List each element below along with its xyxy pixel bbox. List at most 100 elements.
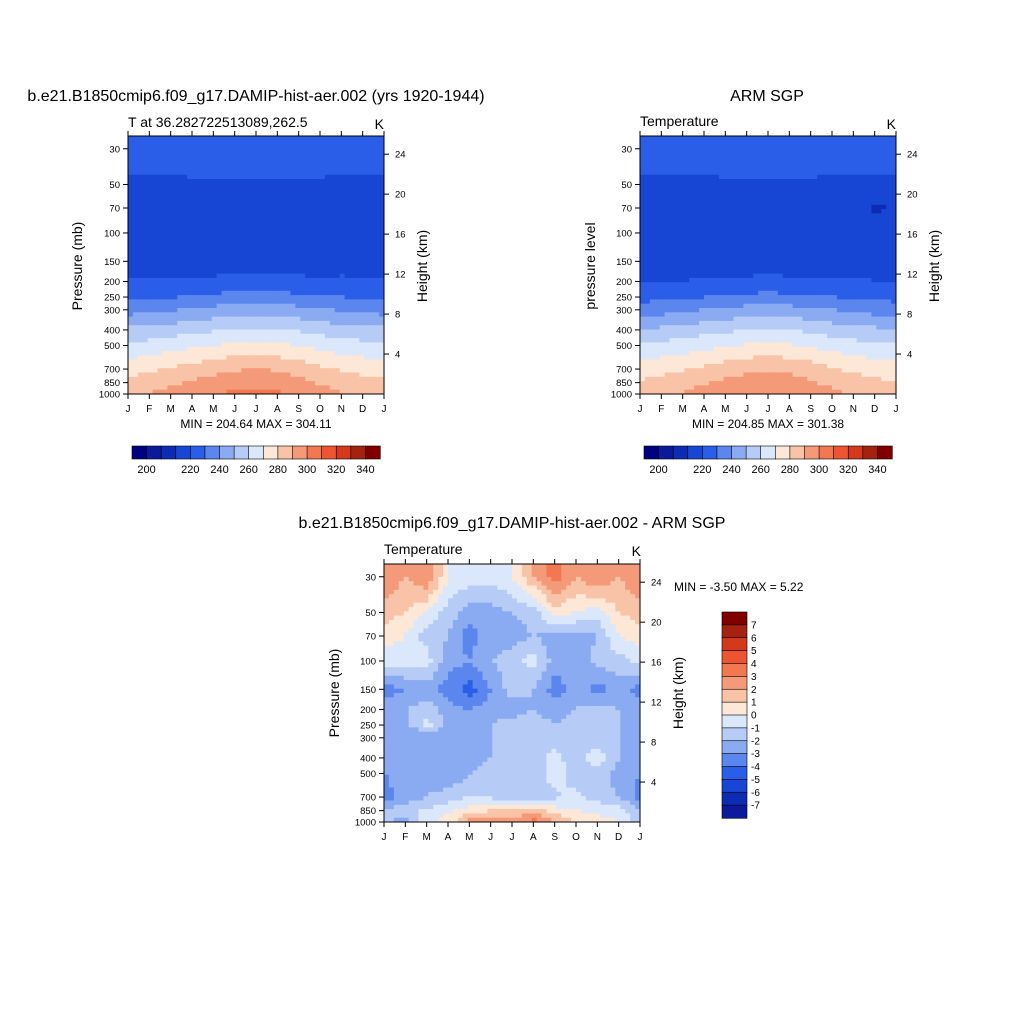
contour-cell bbox=[221, 295, 228, 300]
contour-cell bbox=[236, 153, 242, 159]
contour-cell bbox=[196, 325, 203, 331]
contour-cell bbox=[295, 209, 301, 214]
contour-cell bbox=[167, 381, 173, 386]
contour-cell bbox=[836, 183, 843, 189]
contour-cell bbox=[334, 239, 341, 245]
contour-cell bbox=[822, 273, 828, 279]
contour-cell bbox=[310, 256, 316, 262]
contour-cell bbox=[689, 217, 695, 223]
contour-cell bbox=[270, 376, 277, 382]
contour-cell bbox=[797, 222, 804, 227]
contour-cell bbox=[836, 187, 843, 193]
contour-cell bbox=[871, 161, 877, 167]
contour-cell bbox=[132, 389, 139, 394]
contour-cell bbox=[241, 243, 247, 249]
contour-cell bbox=[339, 260, 346, 266]
contour-cell bbox=[226, 161, 232, 167]
contour-cell bbox=[231, 299, 237, 305]
contour-cell bbox=[753, 213, 759, 219]
contour-cell bbox=[743, 174, 749, 180]
contour-cell bbox=[275, 325, 282, 331]
contour-cell bbox=[886, 247, 892, 253]
contour-cell bbox=[674, 144, 680, 150]
contour-cell bbox=[654, 260, 661, 266]
contour-cell bbox=[201, 329, 208, 335]
contour-cell bbox=[704, 209, 710, 214]
contour-cell bbox=[812, 187, 818, 193]
contour-cell bbox=[689, 234, 695, 240]
contour-cell bbox=[679, 161, 685, 167]
contour-cell bbox=[354, 333, 360, 339]
contour-cell bbox=[679, 144, 685, 150]
contour-cell bbox=[674, 166, 680, 171]
contour-cell bbox=[733, 204, 740, 210]
contour-cell bbox=[704, 243, 710, 249]
contour-cell bbox=[379, 170, 384, 176]
contour-cell bbox=[192, 333, 198, 339]
contour-cell bbox=[659, 170, 666, 176]
contour-cell bbox=[157, 157, 164, 163]
contour-cell bbox=[167, 286, 173, 292]
contour-cell bbox=[177, 217, 183, 223]
contour-cell bbox=[644, 204, 651, 210]
contour-cell bbox=[374, 320, 380, 326]
contour-cell bbox=[167, 290, 173, 296]
contour-cell bbox=[295, 213, 301, 219]
contour-cell bbox=[369, 303, 375, 309]
contour-cell bbox=[777, 204, 784, 210]
contour-cell bbox=[216, 187, 223, 193]
contour-cell bbox=[305, 290, 311, 296]
contour-cell bbox=[320, 385, 326, 391]
contour-cell bbox=[172, 363, 178, 369]
contour-cell bbox=[881, 196, 887, 202]
contour-cell bbox=[886, 174, 892, 180]
contour-cell bbox=[320, 153, 326, 159]
contour-cell bbox=[221, 200, 228, 206]
contour-cell bbox=[359, 359, 365, 365]
contour-cell bbox=[777, 265, 784, 270]
contour-cell bbox=[251, 200, 257, 206]
contour-cell bbox=[260, 230, 267, 236]
contour-cell bbox=[192, 325, 198, 331]
contour-cell bbox=[270, 196, 277, 202]
contour-cell bbox=[768, 265, 774, 270]
contour-cell bbox=[832, 213, 838, 219]
contour-cell bbox=[782, 140, 789, 146]
contour-cell bbox=[753, 179, 759, 184]
contour-cell bbox=[777, 209, 784, 214]
contour-cell bbox=[704, 260, 710, 266]
contour-cell bbox=[344, 213, 351, 219]
contour-cell bbox=[128, 239, 134, 245]
contour-cell bbox=[713, 234, 720, 240]
contour-cell bbox=[147, 179, 154, 184]
colorbar-swatch bbox=[131, 445, 148, 460]
contour-cell bbox=[359, 179, 365, 184]
contour-cell bbox=[280, 136, 287, 141]
contour-cell bbox=[256, 213, 262, 219]
contour-cell bbox=[206, 243, 213, 249]
contour-cell bbox=[265, 359, 272, 365]
contour-cell bbox=[782, 179, 789, 184]
contour-cell bbox=[226, 376, 232, 382]
contour-cell bbox=[713, 217, 720, 223]
contour-cell bbox=[369, 144, 375, 150]
contour-cell bbox=[256, 140, 262, 146]
contour-cell bbox=[172, 372, 178, 378]
contour-cell bbox=[132, 166, 139, 171]
contour-cell bbox=[295, 187, 301, 193]
contour-cell bbox=[275, 144, 282, 150]
contour-cell bbox=[369, 385, 375, 391]
contour-cell bbox=[827, 140, 833, 146]
contour-cell bbox=[812, 157, 818, 163]
contour-cell bbox=[295, 269, 301, 275]
contour-cell bbox=[221, 346, 228, 352]
contour-cell bbox=[137, 372, 144, 378]
contour-cell bbox=[748, 136, 754, 141]
contour-cell bbox=[339, 247, 346, 253]
contour-cell bbox=[807, 187, 813, 193]
contour-cell bbox=[344, 376, 351, 382]
contour-cell bbox=[374, 148, 380, 154]
contour-cell bbox=[674, 140, 680, 146]
contour-cell bbox=[187, 157, 193, 163]
contour-cell bbox=[201, 247, 208, 253]
